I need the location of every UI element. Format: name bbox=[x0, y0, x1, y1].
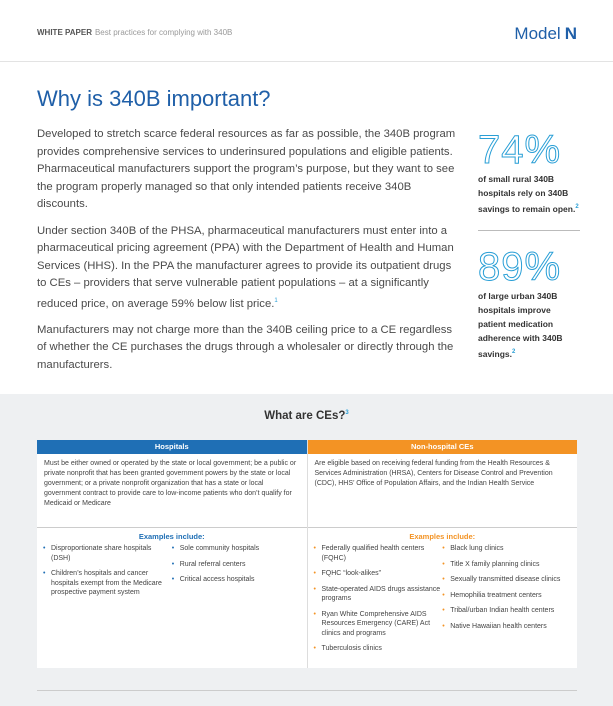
list-item: Ryan White Comprehensive AIDS Resources … bbox=[314, 610, 443, 639]
lists: Federally qualified health centers (FQHC… bbox=[308, 544, 578, 660]
list-item: Title X family planning clinics bbox=[442, 560, 571, 570]
logo: Model N bbox=[514, 24, 577, 44]
section-title-text: What are CEs? bbox=[264, 410, 346, 422]
examples-title: Examples include: bbox=[409, 532, 476, 541]
stat-text: of small rural 340B hospitals rely on 34… bbox=[478, 172, 580, 216]
stat-text-body: of small rural 340B hospitals rely on 34… bbox=[478, 174, 576, 214]
list-item: Critical access hospitals bbox=[172, 575, 301, 585]
list-item: Rural referral centers bbox=[172, 560, 301, 570]
column: Hospitals Must be either owned or operate… bbox=[37, 440, 307, 668]
list-item: Sexually transmitted disease clinics bbox=[442, 575, 571, 585]
header-label: WHITE PAPER bbox=[37, 28, 92, 37]
list-item: Children’s hospitals and cancer hospital… bbox=[43, 569, 172, 598]
brand: Model bbox=[514, 24, 561, 43]
footnote: 2 bbox=[512, 348, 516, 355]
header: WHITE PAPER Best practices for complying … bbox=[37, 28, 232, 37]
paragraph: Manufacturers may not charge more than t… bbox=[37, 322, 457, 375]
list: Disproportionate share hospitals (DSH) Ch… bbox=[43, 544, 172, 604]
list-item: Disproportionate share hospitals (DSH) bbox=[43, 544, 172, 563]
stats: 74% of small rural 340B hospitals rely on… bbox=[478, 128, 580, 361]
list-item: Federally qualified health centers (FQHC… bbox=[314, 544, 443, 563]
list: Sole community hospitals Rural referral c… bbox=[172, 544, 301, 604]
list-item: Tribal/urban Indian health centers bbox=[442, 606, 571, 616]
divider bbox=[0, 61, 613, 62]
paragraph-text: Manufacturers may not charge more than t… bbox=[37, 323, 454, 371]
list-item: Native Hawaiian health centers bbox=[442, 622, 571, 632]
stat-text-body: of large urban 340B hospitals improve pa… bbox=[478, 290, 563, 359]
list-item: Black lung clinics bbox=[442, 544, 571, 554]
list-item: State-operated AIDS drugs assistance pro… bbox=[314, 585, 443, 604]
stat: 89% of large urban 340B hospitals improve… bbox=[478, 244, 578, 361]
footnote: 2 bbox=[575, 204, 579, 210]
column-description: Must be either owned or operated by the … bbox=[37, 454, 307, 528]
column: Non-hospital CEs Are eligible based on re… bbox=[306, 440, 578, 668]
list-item: FQHC “look-alikes” bbox=[314, 569, 443, 579]
lists: Disproportionate share hospitals (DSH) Ch… bbox=[37, 544, 307, 604]
ce-table: Hospitals Must be either owned or operate… bbox=[37, 440, 577, 668]
column-heading: Hospitals bbox=[37, 440, 307, 454]
column-description: Are eligible based on receiving federal … bbox=[307, 454, 577, 528]
column-heading: Non-hospital CEs bbox=[307, 440, 577, 454]
paragraph: Developed to stretch scarce federal reso… bbox=[37, 126, 457, 214]
title: Why is 340B important? bbox=[37, 86, 271, 111]
stat: 74% of small rural 340B hospitals rely on… bbox=[478, 128, 580, 231]
stat-value: 74% bbox=[478, 128, 562, 173]
list-item: Sole community hospitals bbox=[172, 544, 301, 554]
divider bbox=[37, 690, 577, 691]
stat-text: of large urban 340B hospitals improve pa… bbox=[478, 289, 578, 361]
list-item: Tuberculosis clinics bbox=[314, 644, 443, 654]
header-subtitle: Best practices for complying with 340B bbox=[94, 28, 233, 37]
section-title: What are CEs?3 bbox=[0, 410, 613, 422]
brand-mark: N bbox=[564, 24, 577, 43]
list: Federally qualified health centers (FQHC… bbox=[314, 544, 443, 660]
footnote: 3 bbox=[345, 410, 349, 417]
list: Black lung clinics Title X family plannin… bbox=[442, 544, 571, 660]
paragraph: Under section 340B of the PHSA, pharmace… bbox=[37, 223, 457, 313]
paragraph-text: Under section 340B of the PHSA, pharmace… bbox=[37, 224, 454, 310]
body: Developed to stretch scarce federal reso… bbox=[37, 126, 457, 383]
list-item: Hemophilia treatment centers bbox=[442, 591, 571, 601]
examples-title: Examples include: bbox=[138, 532, 205, 541]
stat-value: 89% bbox=[478, 244, 562, 289]
footnote: 1 bbox=[274, 297, 278, 304]
paragraph-text: Developed to stretch scarce federal reso… bbox=[37, 128, 456, 210]
